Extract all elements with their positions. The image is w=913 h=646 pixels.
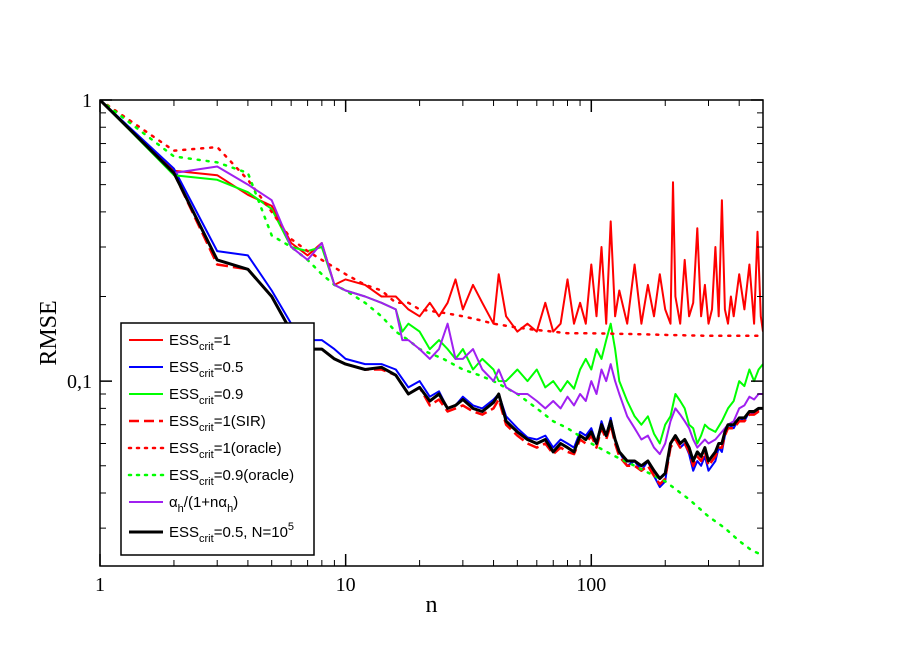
y-axis-title: RMSE [36,300,62,365]
x-tick-label: 100 [576,574,606,596]
legend: ESScrit=1 ESScrit=0.5 ESScrit=0.9 ESScrit=1… [120,322,315,556]
legend-box [120,322,315,556]
legend-label-s8: ESScrit=0.5, N=105 [169,521,294,545]
y-tick-label: 0,1 [67,371,92,393]
legend-label-s3: ESScrit=0.9 [169,386,243,407]
axis-ticks: 1 10 100 1 0,1 [67,90,764,596]
legend-label-s5: ESScrit=1(oracle) [169,440,282,461]
y-tick-label: 1 [82,90,92,112]
legend-label-s6: ESScrit=0.9(oracle) [169,467,294,488]
legend-label-s4: ESScrit=1(SIR) [169,413,266,434]
x-tick-label: 10 [336,574,356,596]
x-axis-title: n [426,592,438,618]
legend-label-s7: αh/(1+nαh) [169,494,238,515]
legend-label-s2: ESScrit=0.5 [169,359,243,380]
x-tick-label: 1 [95,574,105,596]
legend-label-s1: ESScrit=1 [169,332,231,353]
series-line-s8 [100,100,763,481]
series-layer [100,100,763,557]
series-line-s1 [100,100,763,333]
series-line-s7 [100,100,763,456]
plot-frame [99,99,764,567]
